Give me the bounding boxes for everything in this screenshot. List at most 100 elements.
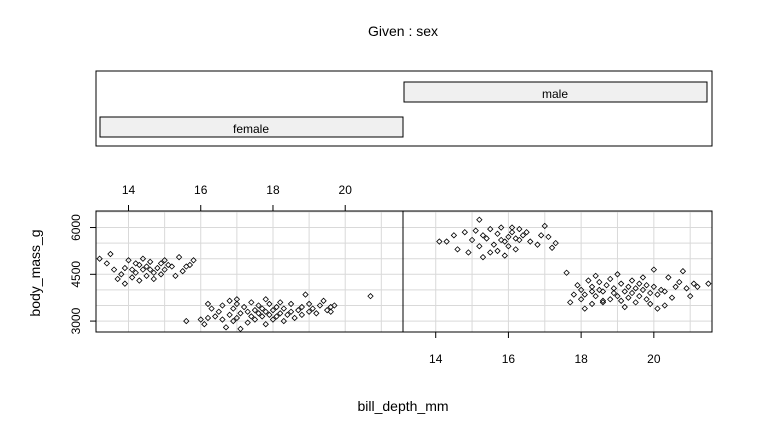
data-point-female xyxy=(147,266,154,273)
data-point-male xyxy=(563,269,570,276)
data-point-male xyxy=(516,225,523,233)
data-point-male xyxy=(552,239,559,247)
data-point-male xyxy=(588,288,596,295)
data-point-male xyxy=(476,216,483,223)
data-point-female xyxy=(331,302,338,309)
data-point-male xyxy=(683,285,690,292)
data-point-female xyxy=(237,310,244,317)
data-point-male xyxy=(596,286,603,294)
data-point-female xyxy=(284,311,291,319)
data-point-female xyxy=(298,311,306,319)
data-point-male xyxy=(596,278,603,286)
data-point-male xyxy=(668,294,676,301)
data-point-male xyxy=(679,268,687,275)
data-point-female xyxy=(262,308,269,315)
data-point-male xyxy=(479,232,487,239)
data-point-female xyxy=(277,310,284,317)
data-point-female xyxy=(179,268,186,275)
data-point-female xyxy=(128,274,136,281)
data-point-male xyxy=(661,302,668,309)
data-point-female xyxy=(154,264,161,272)
x-tick-label: 16 xyxy=(194,183,208,197)
data-point-male xyxy=(581,291,588,298)
data-point-female xyxy=(313,310,320,317)
x-tick-label: 20 xyxy=(339,183,353,197)
data-point-male xyxy=(643,282,650,289)
data-point-female xyxy=(248,299,255,306)
data-point-female xyxy=(316,302,324,309)
data-point-female xyxy=(298,303,306,311)
data-point-female xyxy=(197,316,204,323)
data-point-female xyxy=(121,264,129,272)
data-point-male xyxy=(541,222,548,230)
data-point-male xyxy=(657,286,665,294)
data-point-male xyxy=(479,253,487,261)
data-point-female xyxy=(305,300,313,308)
data-point-male xyxy=(632,285,639,292)
data-point-male xyxy=(603,282,610,289)
data-point-female xyxy=(168,263,176,270)
data-point-male xyxy=(577,296,585,303)
data-point-female xyxy=(157,271,165,278)
x-tick-label: 14 xyxy=(429,352,443,366)
data-point-male xyxy=(665,274,672,281)
data-point-male xyxy=(494,247,501,255)
data-point-female xyxy=(147,258,154,265)
data-point-female xyxy=(230,317,237,325)
data-point-female xyxy=(269,307,277,314)
data-point-male xyxy=(508,224,516,231)
data-point-male xyxy=(672,283,679,290)
data-point-female xyxy=(233,314,241,322)
data-point-female xyxy=(96,255,103,262)
data-point-female xyxy=(208,305,215,312)
data-point-female xyxy=(258,305,266,312)
data-point-male xyxy=(465,249,472,256)
given-label-female: female xyxy=(233,122,269,136)
data-point-male xyxy=(519,232,527,239)
data-point-male xyxy=(614,271,621,278)
data-point-female xyxy=(204,300,212,308)
chart-title: Given : sex xyxy=(368,23,438,39)
data-point-female xyxy=(280,317,287,325)
data-point-male xyxy=(497,224,505,231)
data-point-female xyxy=(233,300,241,308)
data-point-male xyxy=(647,289,654,297)
data-point-female xyxy=(277,299,284,306)
data-point-male xyxy=(654,305,661,312)
data-point-female xyxy=(204,314,212,322)
data-point-male xyxy=(610,285,618,292)
x-tick-label: 18 xyxy=(266,183,280,197)
data-point-female xyxy=(280,305,287,312)
data-point-female xyxy=(251,307,259,314)
data-point-female xyxy=(161,266,168,273)
y-tick-label: 3000 xyxy=(69,307,83,334)
data-point-male xyxy=(585,277,592,284)
data-point-female xyxy=(165,261,172,269)
data-point-female xyxy=(255,310,262,317)
data-point-male xyxy=(628,277,636,284)
data-point-male xyxy=(599,299,607,306)
data-point-female xyxy=(266,311,273,319)
data-point-female xyxy=(103,260,111,267)
data-point-female xyxy=(215,308,222,315)
data-point-female xyxy=(295,307,302,314)
given-bar-male xyxy=(403,81,708,103)
data-point-female xyxy=(143,272,150,280)
data-point-male xyxy=(654,291,661,298)
data-point-female xyxy=(327,308,334,315)
x-tick-label: 14 xyxy=(122,183,136,197)
scatter-panels: 14 16 18 20 3000 4500 6000 14 16 18 20 xyxy=(69,183,713,366)
given-label-male: male xyxy=(542,87,568,101)
data-point-female xyxy=(323,307,331,314)
data-point-female xyxy=(226,311,233,319)
data-point-female xyxy=(237,325,244,333)
data-point-male xyxy=(650,266,658,273)
data-point-female xyxy=(143,263,150,270)
data-point-male xyxy=(636,292,643,300)
given-bar-female xyxy=(99,116,404,138)
data-point-male xyxy=(639,274,647,281)
data-point-female xyxy=(161,257,168,264)
data-point-female xyxy=(201,321,208,328)
data-point-male xyxy=(581,305,588,312)
